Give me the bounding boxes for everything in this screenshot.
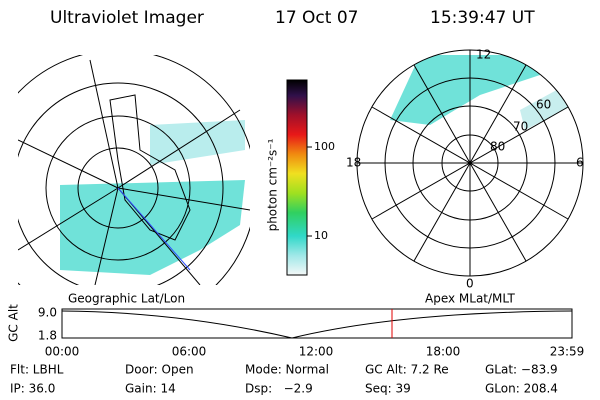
aurora-patch [390,55,540,125]
lat-circle [77,147,159,229]
left-map-label: Geographic Lat/Lon [68,292,185,306]
x-label: 12:00 [299,345,334,359]
status-item: GC Alt: 7.2 Re [365,363,449,377]
mlat-label: 60 [536,98,551,112]
time: 15:39:47 UT [430,8,535,28]
title: Ultraviolet Imager [50,8,204,28]
status-item: Mode: Normal [245,363,329,377]
lat-circle [18,82,224,285]
colorbar [286,79,308,276]
aurora-patch [150,120,245,165]
x-label: 23:59 [550,345,585,359]
status-panel: Flt: LBHL Door: Open Mode: Normal GC Alt: 7… [10,363,558,396]
mlt-label: 0 [466,277,474,291]
y-label: 1.8 [38,329,57,343]
status-item: GLat: −83.9 [485,363,558,377]
x-label: 06:00 [172,345,207,359]
altitude-curve [61,310,573,339]
status-item: Door: Open [125,363,194,377]
timeline-axis-label: GC Alt [7,304,21,342]
date: 17 Oct 07 [275,8,358,28]
colorbar-tick-label: 100 [314,140,335,153]
left-map [18,55,250,285]
aurora-patch [520,80,583,130]
status-item: Gain: 14 [125,382,176,396]
mlt-label: 6 [576,156,584,170]
y-label: 9.0 [38,306,57,320]
x-label: 18:00 [426,345,461,359]
timeline-box [61,308,573,339]
status-item: GLon: 208.4 [485,382,558,396]
coastline [109,94,191,241]
meridians [18,59,250,285]
mlat-label: 80 [490,140,505,154]
mlt-label: 18 [346,156,361,170]
status-item: Flt: LBHL [10,363,64,377]
status-item: Dsp: −2.9 [245,382,313,396]
colorbar-label: photon cm⁻²s⁻¹ [266,138,280,231]
lat-circle [45,115,191,261]
right-map [390,55,583,130]
right-map-label: Apex MLat/MLT [425,292,515,306]
mlt-label: 12 [476,48,491,62]
colorbar-tick-label: 10 [314,229,328,242]
status-item: IP: 36.0 [10,382,55,396]
mlat-label: 70 [513,120,528,134]
x-label: 00:00 [45,345,80,359]
status-item: Seq: 39 [365,382,411,396]
mlt-lines [357,50,583,276]
